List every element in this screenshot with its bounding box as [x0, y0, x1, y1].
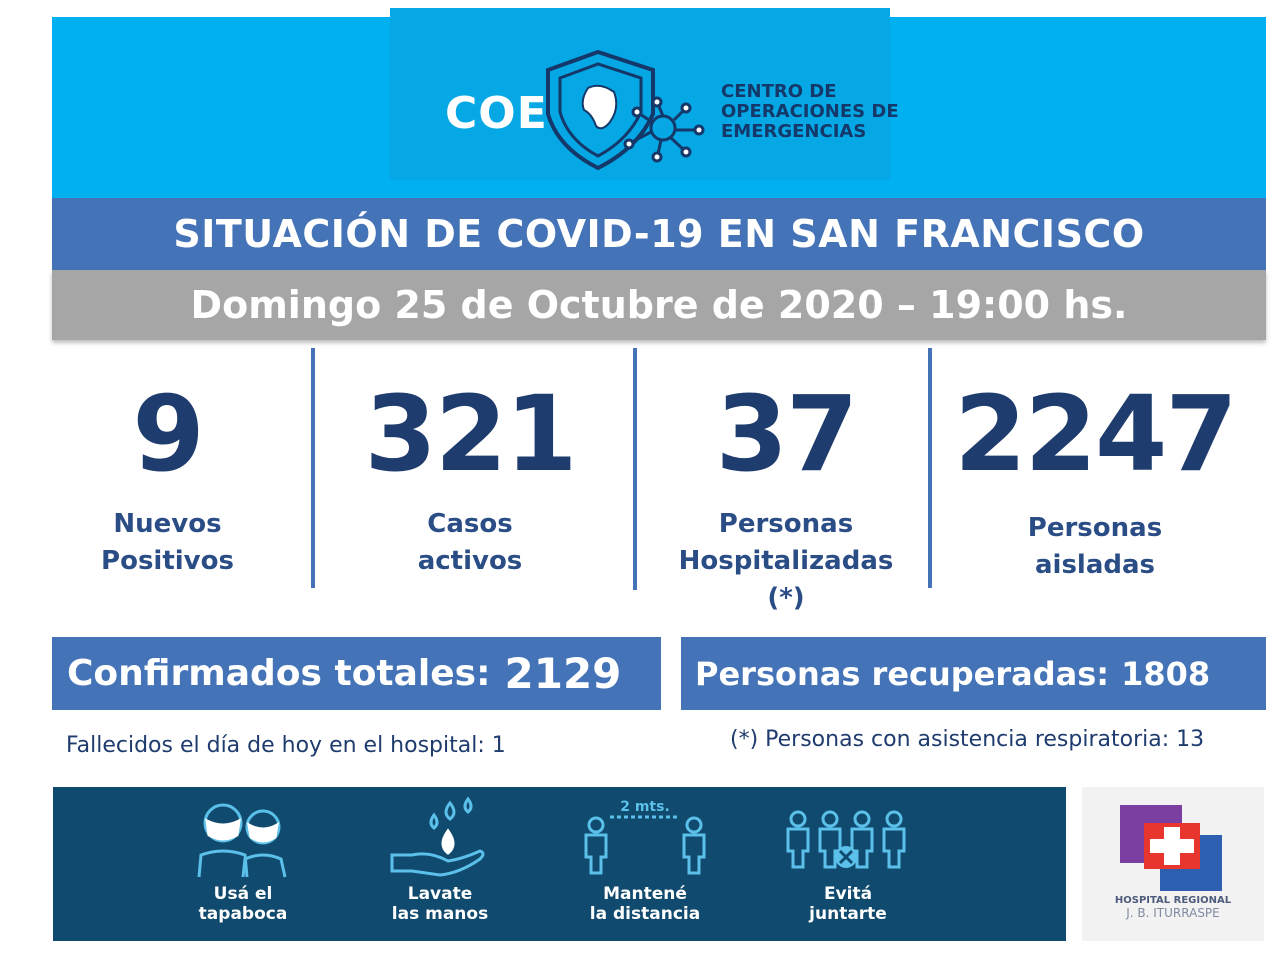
stat-label: Personas aisladas: [945, 510, 1245, 584]
title-bar: SITUACIÓN DE COVID-19 EN SAN FRANCISCO: [52, 198, 1266, 270]
stat-label-line: activos: [417, 546, 523, 576]
stat-label: Casos activos: [340, 506, 600, 580]
hospital-name: HOSPITAL REGIONAL J. B. ITURRASPE: [1082, 895, 1264, 919]
tip-no-gathering: Evitá juntarte: [763, 787, 933, 941]
tip-label: Evitá juntarte: [763, 884, 933, 924]
confirmed-total-box: Confirmados totales: 2129: [52, 637, 661, 710]
confirmed-total-label: Confirmados totales:: [67, 653, 491, 694]
no-gathering-icon: [786, 810, 906, 869]
recovered-total-box: Personas recuperadas: 1808: [681, 637, 1266, 710]
recovered-total-value: 1808: [1121, 654, 1211, 693]
tip-label-line: Lavate: [407, 884, 473, 904]
prevention-tips-banner: Usá el tapaboca Lavate las manos 2 mts.: [53, 787, 1066, 941]
stat-label-line: aisladas: [1034, 550, 1156, 580]
hand-wash-icon: [390, 796, 485, 877]
stat-value: 9: [132, 373, 204, 495]
stat-divider: [311, 348, 315, 588]
tip-label-line: tapaboca: [198, 904, 288, 924]
stat-label-line: Personas: [1027, 513, 1163, 543]
confirmed-total-value: 2129: [504, 649, 622, 698]
stat-label-line: Hospitalizadas: [678, 546, 894, 576]
coe-logo-text: COE: [445, 88, 548, 139]
stat-isolated: 2247 Personas aisladas: [945, 382, 1245, 584]
hospital-cross-icon: [1120, 805, 1222, 891]
stat-label-line: Nuevos: [113, 509, 222, 539]
coe-subtitle: CENTRO DE OPERACIONES DE EMERGENCIAS: [721, 82, 951, 142]
coe-subtitle-line: OPERACIONES DE: [721, 101, 899, 122]
tip-label-line: las manos: [391, 904, 489, 924]
stat-active-cases: 321 Casos activos: [340, 382, 600, 580]
deaths-note: Fallecidos el día de hoy en el hospital:…: [66, 733, 506, 758]
stat-divider: [928, 348, 932, 588]
tip-label-line: Usá el: [213, 884, 273, 904]
coe-shield-icon: [546, 49, 705, 171]
stat-hospitalized: 37 Personas Hospitalizadas (*): [660, 382, 912, 617]
stat-label-line: (*): [767, 583, 805, 613]
stat-value: 2247: [954, 373, 1237, 495]
tip-label: Lavate las manos: [355, 884, 525, 924]
stat-label-line: Casos: [427, 509, 513, 539]
tip-label-line: juntarte: [809, 904, 887, 924]
coe-subtitle-line: CENTRO DE: [721, 81, 837, 102]
tip-label: Usá el tapaboca: [158, 884, 328, 924]
stat-divider: [633, 348, 637, 590]
recovered-total-label: Personas recuperadas:: [695, 654, 1110, 693]
tip-label-line: la distancia: [589, 904, 701, 924]
tip-label-line: Evitá: [823, 884, 873, 904]
stat-label: Nuevos Positivos: [60, 506, 275, 580]
date-bar: Domingo 25 de Octubre de 2020 – 19:00 hs…: [52, 270, 1266, 340]
tip-distance: 2 mts. Mantené la distancia: [560, 787, 730, 941]
mask-people-icon: [197, 803, 287, 878]
coe-subtitle-line: EMERGENCIAS: [721, 121, 867, 142]
stat-label: Personas Hospitalizadas (*): [660, 506, 912, 617]
hospital-name-line: J. B. ITURRASPE: [1126, 906, 1220, 920]
tip-handwash: Lavate las manos: [355, 787, 525, 941]
hospital-logo: HOSPITAL REGIONAL J. B. ITURRASPE: [1082, 787, 1264, 941]
stat-value: 321: [364, 373, 577, 495]
distance-icon: 2 mts.: [584, 799, 706, 875]
stat-label-line: Personas: [718, 509, 854, 539]
stat-new-positives: 9 Nuevos Positivos: [60, 382, 275, 580]
stat-label-line: Positivos: [101, 546, 234, 576]
stat-value: 37: [715, 373, 859, 495]
report-date: Domingo 25 de Octubre de 2020 – 19:00 hs…: [190, 283, 1128, 327]
page-title: SITUACIÓN DE COVID-19 EN SAN FRANCISCO: [173, 212, 1145, 256]
hospital-name-line: HOSPITAL REGIONAL: [1114, 895, 1232, 906]
respiratory-note: (*) Personas con asistencia respiratoria…: [730, 727, 1205, 752]
tip-label-line: Mantené: [603, 884, 687, 904]
distance-text: 2 mts.: [620, 799, 670, 815]
tip-mask: Usá el tapaboca: [158, 787, 328, 941]
tip-label: Mantené la distancia: [560, 884, 730, 924]
